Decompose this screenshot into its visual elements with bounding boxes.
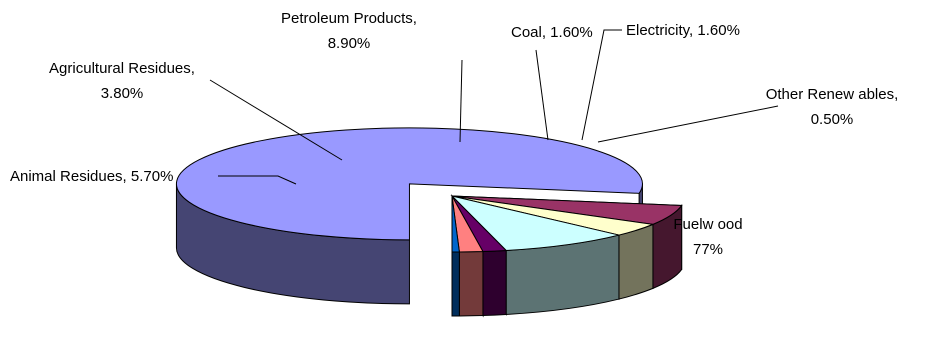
slice-label-other-renewables-line2: 0.50% — [811, 111, 854, 128]
slice-label-other-renewables: Other Renew ables, 0.50% — [766, 86, 899, 128]
slice-label-agricultural-residues-line1: Agricultural Residues, — [49, 60, 195, 77]
slice-label-agricultural-residues: Agricultural Residues, 3.80% — [49, 60, 195, 102]
slice-side-other-renewables — [451, 251, 460, 317]
slice-label-coal-line1: Coal, 1.60% — [511, 24, 593, 41]
slice-side-electricity — [458, 250, 484, 317]
leader-line-animal-residues — [218, 175, 297, 185]
slice-side-agricultural-residues — [618, 223, 654, 300]
slice-label-petroleum-products-line2: 8.90% — [328, 35, 371, 52]
leader-line-petroleum-products — [459, 59, 463, 143]
slice-label-fuelwood-line2: 77% — [693, 241, 723, 258]
leader-line-electricity — [581, 29, 622, 141]
slice-label-coal: Coal, 1.60% — [511, 24, 593, 41]
leader-line-other-renewables — [597, 105, 779, 143]
slice-label-fuelwood: Fuelw ood 77% — [673, 216, 742, 258]
slice-label-animal-residues: Animal Residues, 5.70% — [10, 168, 173, 185]
slice-other-renewables — [451, 195, 460, 253]
slice-label-electricity: Electricity, 1.60% — [626, 22, 740, 39]
slice-label-petroleum-products-line1: Petroleum Products, — [281, 10, 417, 27]
leader-line-coal — [535, 49, 549, 141]
slice-label-animal-residues-line1: Animal Residues, 5.70% — [10, 168, 173, 185]
slice-label-other-renewables-line1: Other Renew ables, — [766, 86, 899, 103]
slice-side-coal — [482, 249, 507, 317]
slice-petroleum-products — [450, 195, 620, 251]
slice-label-fuelwood-line1: Fuelw ood — [673, 216, 742, 233]
slice-label-electricity-line1: Electricity, 1.60% — [626, 22, 740, 39]
slice-label-petroleum-products: Petroleum Products, 8.90% — [281, 10, 417, 52]
leader-line-agricultural-residues — [209, 79, 343, 161]
slice-label-agricultural-residues-line2: 3.80% — [101, 85, 144, 102]
slice-fuelwood — [175, 127, 643, 241]
